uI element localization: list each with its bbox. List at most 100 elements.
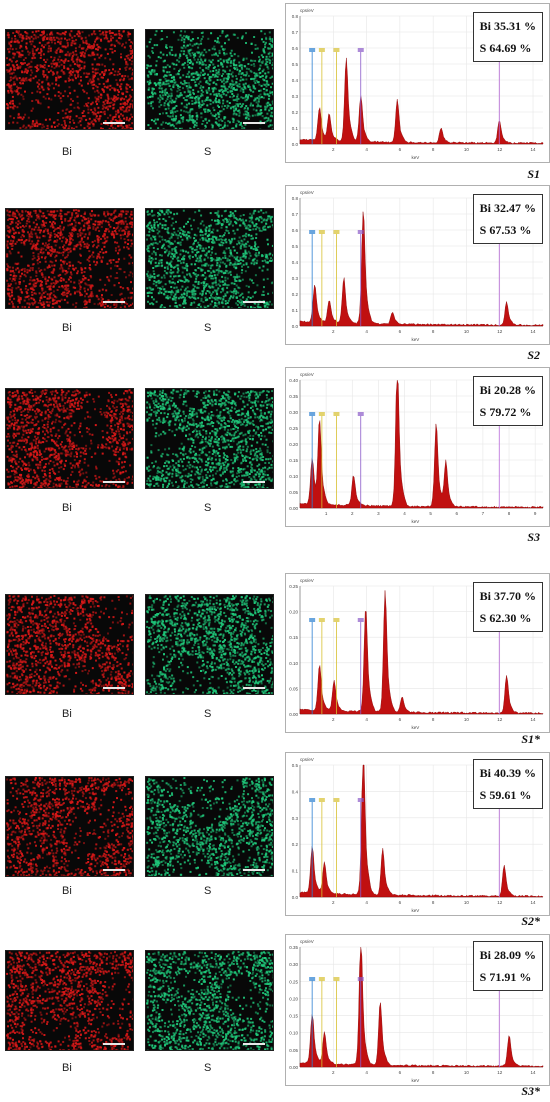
y-tick-label: 0.3 (292, 94, 299, 99)
s-percent: S 64.69 % (479, 41, 532, 55)
s-label: S (204, 1062, 212, 1074)
scale-bar (243, 122, 265, 124)
bi-label: Bi (62, 322, 72, 334)
y-tick-label: 0.30 (289, 962, 298, 967)
sample-label: S2 (527, 348, 540, 362)
s-map-image (145, 388, 274, 489)
y-tick-label: 0.1 (292, 126, 299, 131)
y-tick-label: 0.25 (289, 584, 298, 589)
y-unit-label: cps/eV (300, 372, 314, 377)
element-marker-tag (318, 798, 325, 802)
element-marker-tag (333, 618, 340, 622)
x-tick-label: 12 (497, 1070, 503, 1075)
bi-label: Bi (62, 708, 72, 720)
x-tick-label: 14 (531, 147, 537, 152)
bi-percent: Bi 20.28 % (479, 383, 536, 397)
composition-box: Bi 37.70 % S 62.30 % (472, 582, 543, 632)
x-tick-label: 14 (531, 329, 537, 334)
x-tick-label: 8 (432, 147, 435, 152)
x-tick-label: 4 (365, 329, 368, 334)
x-tick-label: 14 (531, 900, 537, 905)
x-tick-label: 10 (464, 717, 470, 722)
x-tick-label: 6 (399, 329, 402, 334)
element-marker-tag (357, 412, 364, 416)
y-unit-label: cps/eV (300, 8, 314, 13)
scale-bar (243, 1043, 265, 1045)
bi-percent: Bi 37.70 % (479, 589, 536, 603)
bi-percent: Bi 35.31 % (479, 19, 536, 33)
element-marker-tag (333, 230, 340, 234)
x-unit-label: keV (412, 155, 420, 160)
sample-label: S3* (521, 1084, 540, 1098)
x-tick-label: 8 (432, 717, 435, 722)
element-marker-tag (309, 798, 316, 802)
x-unit-label: keV (412, 725, 420, 730)
x-tick-label: 4 (365, 900, 368, 905)
element-marker-tag (357, 48, 364, 52)
y-tick-label: 0.20 (289, 996, 298, 1001)
element-marker-tag (318, 977, 325, 981)
element-marker-tag (318, 412, 325, 416)
y-tick-label: 0.05 (289, 490, 298, 495)
x-unit-label: keV (412, 1078, 420, 1083)
y-tick-label: 0.4 (292, 78, 299, 83)
x-tick-label: 2 (332, 329, 335, 334)
element-marker-tag (333, 798, 340, 802)
y-tick-label: 0.4 (292, 789, 299, 794)
scale-bar (103, 481, 125, 483)
y-tick-label: 0.00 (289, 712, 298, 717)
x-tick-label: 14 (531, 717, 537, 722)
y-tick-label: 0.8 (292, 196, 299, 201)
y-tick-label: 0.6 (292, 228, 299, 233)
row-s1: Bi S 0.0 0.1 0.2 0.3 0.4 0.5 0.6 0.7 0.8 2 4 6 8 10 12… (0, 0, 550, 182)
x-unit-label: keV (412, 519, 420, 524)
x-tick-label: 8 (508, 511, 511, 516)
y-tick-label: 0.0 (292, 895, 299, 900)
element-marker-tag (309, 977, 316, 981)
y-tick-label: 0.05 (289, 1048, 298, 1053)
composition-box: Bi 40.39 % S 59.61 % (472, 759, 543, 809)
x-unit-label: keV (412, 337, 420, 342)
y-tick-label: 0.15 (289, 458, 298, 463)
element-marker-tag (318, 618, 325, 622)
y-tick-label: 0.0 (292, 324, 299, 329)
x-tick-label: 5 (429, 511, 432, 516)
y-tick-label: 0.15 (289, 1014, 298, 1019)
scale-bar (103, 1043, 125, 1045)
element-marker-tag (309, 48, 316, 52)
y-tick-label: 0.25 (289, 426, 298, 431)
s-percent: S 62.30 % (479, 611, 532, 625)
y-tick-label: 0.10 (289, 661, 298, 666)
row-s3: Bi S 0.00 0.05 0.10 0.15 0.20 0.25 0.30 0.35 0.4… (0, 364, 550, 546)
s-percent: S 79.72 % (479, 405, 532, 419)
y-tick-label: 0.20 (289, 442, 298, 447)
x-tick-label: 8 (432, 1070, 435, 1075)
s-map-image (145, 950, 274, 1051)
s-label: S (204, 146, 212, 158)
composition-box: Bi 35.31 % S 64.69 % (472, 12, 543, 62)
composition-box: Bi 28.09 % S 71.91 % (472, 941, 543, 991)
bi-label: Bi (62, 885, 72, 897)
y-tick-label: 0.10 (289, 474, 298, 479)
y-tick-label: 0.3 (292, 816, 299, 821)
element-marker-tag (333, 48, 340, 52)
x-tick-label: 7 (482, 511, 485, 516)
element-marker-tag (333, 977, 340, 981)
y-tick-label: 0.10 (289, 1031, 298, 1036)
bi-map-image (5, 594, 134, 695)
bi-map-image (5, 950, 134, 1051)
s-map-image (145, 29, 274, 130)
scale-bar (103, 122, 125, 124)
eds-spectrum: 0.0 0.1 0.2 0.3 0.4 0.5 0.6 0.7 0.8 2 4 6 8 10 12 14 cps… (285, 3, 550, 163)
eds-spectrum: 0.00 0.05 0.10 0.15 0.20 0.25 0.30 0.35 0.40 1 2 3 4… (285, 367, 550, 527)
x-tick-label: 4 (403, 511, 406, 516)
y-tick-label: 0.5 (292, 62, 299, 67)
x-tick-label: 12 (497, 329, 503, 334)
eds-spectrum: 0.0 0.1 0.2 0.3 0.4 0.5 2 4 6 8 10 12 14 cps/eV keV Bi… (285, 752, 550, 916)
y-tick-label: 0.4 (292, 260, 299, 265)
y-tick-label: 0.2 (292, 292, 299, 297)
y-unit-label: cps/eV (300, 578, 314, 583)
bi-percent: Bi 28.09 % (479, 948, 536, 962)
y-tick-label: 0.00 (289, 1065, 298, 1070)
spectrum-curve (299, 590, 544, 715)
